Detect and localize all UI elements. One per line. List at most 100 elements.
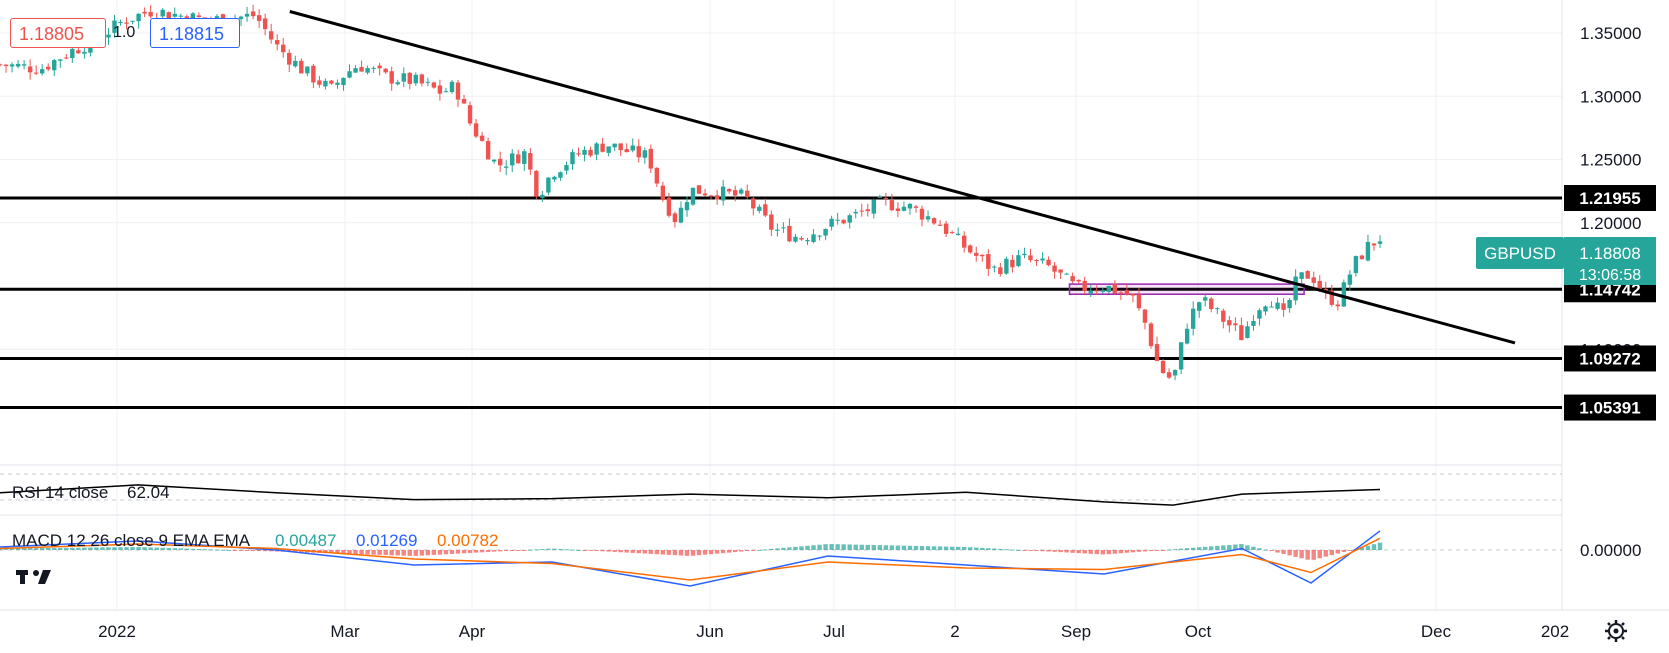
time-label: Apr: [459, 622, 486, 641]
macd-hist-bar: [974, 547, 979, 550]
macd-hist-bar: [389, 550, 394, 556]
candle-body: [913, 206, 919, 208]
macd-hist-bar: [817, 544, 822, 550]
macd-hist-bar: [504, 550, 509, 551]
macd-hist-bar: [112, 547, 117, 550]
macd-hist-bar: [666, 550, 672, 555]
candle-body: [546, 177, 551, 193]
macd-histogram: [0, 542, 1383, 560]
macd-hist-bar: [546, 548, 551, 550]
macd-hist-bar: [751, 550, 756, 551]
candle-body: [1160, 360, 1166, 374]
macd-hist-bar: [883, 545, 889, 550]
macd-hist-bar: [1269, 550, 1274, 552]
macd-hist-bar: [419, 550, 425, 556]
macd-hist-bar: [178, 548, 183, 550]
macd-hist-bar: [1010, 549, 1015, 551]
macd-hist-bar: [1016, 549, 1021, 551]
macd-hist-bar: [684, 550, 690, 556]
candle-body: [27, 66, 33, 73]
macd-hist-bar: [1233, 544, 1238, 550]
candle-body: [329, 80, 334, 84]
macd-hist-bar: [660, 550, 666, 555]
downtrend-line[interactable]: [289, 10, 1516, 345]
candle-body: [648, 148, 654, 169]
macd-hist-bar: [1136, 550, 1142, 552]
macd-hist-bar: [859, 544, 864, 550]
time-axis[interactable]: 2022 Mar Apr Jun Jul 2 Sep Oct Dec 202: [98, 622, 1569, 641]
candle-body: [58, 59, 63, 61]
macd-hist-bar: [1190, 547, 1196, 550]
candle-body: [359, 67, 364, 72]
rsi-pane: RSI 14 close 62.04: [0, 473, 1562, 506]
macd-hist-bar: [1112, 550, 1118, 554]
candle-body: [594, 143, 599, 155]
candle-body: [889, 200, 895, 211]
macd-hist-bar: [672, 550, 678, 556]
macd-hist-bar: [594, 550, 599, 551]
candle-body: [871, 199, 876, 214]
macd-hist-bar: [1166, 549, 1172, 551]
level-tag: [1564, 394, 1656, 421]
candle-body: [817, 235, 822, 237]
horizontal-levels[interactable]: [0, 196, 1562, 410]
level-label: 1.14742: [1579, 280, 1640, 299]
tradingview-logo[interactable]: [16, 570, 51, 584]
candle-body: [925, 216, 931, 220]
sell-price-box[interactable]: 1.18805: [10, 18, 106, 48]
candle-body: [1046, 259, 1051, 266]
candle-body: [642, 150, 648, 158]
macd-hist-bar: [70, 547, 75, 550]
candle-body: [1341, 282, 1347, 307]
support-zone[interactable]: [1068, 283, 1305, 295]
macd-hist-bar: [160, 547, 165, 550]
spread-value: 1.0: [113, 24, 136, 41]
candle-body: [1142, 309, 1148, 323]
candle-body: [1227, 320, 1232, 326]
macd-hist-bar: [359, 550, 364, 555]
macd-hist-bar: [1377, 542, 1383, 550]
macd-hist-bar: [1203, 546, 1208, 550]
price-tick-label: 1.25000: [1580, 151, 1641, 170]
candle-body: [528, 153, 533, 170]
candle-body: [21, 64, 27, 66]
candle-body: [491, 159, 497, 162]
macd-hist-bar: [1040, 550, 1045, 552]
macd-hist-bar: [955, 546, 961, 550]
candle-body: [1172, 369, 1178, 376]
macd-hist-bar: [166, 548, 171, 550]
macd-hist-bar: [293, 550, 298, 553]
level-tag: [1564, 185, 1656, 212]
macd-hist-bar: [52, 547, 57, 550]
candle-body: [262, 18, 268, 30]
candle-body: [1010, 259, 1015, 268]
time-label: 2022: [98, 622, 136, 641]
candle-body: [1257, 310, 1262, 319]
macd-hist-bar: [383, 550, 388, 556]
candle-body: [588, 149, 593, 156]
buy-price: 1.18815: [159, 24, 225, 44]
candle-body: [883, 197, 889, 199]
macd-hist-bar: [455, 550, 461, 554]
candle-body: [485, 140, 491, 160]
macd-label: MACD 12 26 close 9 EMA EMA: [12, 531, 251, 550]
macd-hist-bar: [1172, 549, 1178, 551]
time-label: 202: [1541, 622, 1569, 641]
macd-hist-bar: [913, 545, 919, 550]
candle-body: [612, 143, 617, 148]
candle-body: [702, 193, 708, 196]
candle-body: [618, 143, 623, 151]
candle-body: [365, 68, 370, 73]
macd-pane: MACD 12 26 close 9 EMA EMA 0.00487 0.012…: [0, 530, 1641, 587]
macd-hist-bar: [811, 545, 816, 550]
macd-hist-bar: [1118, 550, 1124, 554]
macd-hist-bar: [88, 547, 93, 550]
buy-price-box[interactable]: 1.18815: [150, 18, 240, 48]
time-label: Sep: [1061, 622, 1091, 641]
time-label: Jul: [823, 622, 845, 641]
candle-body: [1329, 290, 1334, 305]
settings-gear-icon[interactable]: [1605, 620, 1627, 642]
candle-body: [739, 189, 744, 194]
candle-body: [1148, 323, 1154, 347]
